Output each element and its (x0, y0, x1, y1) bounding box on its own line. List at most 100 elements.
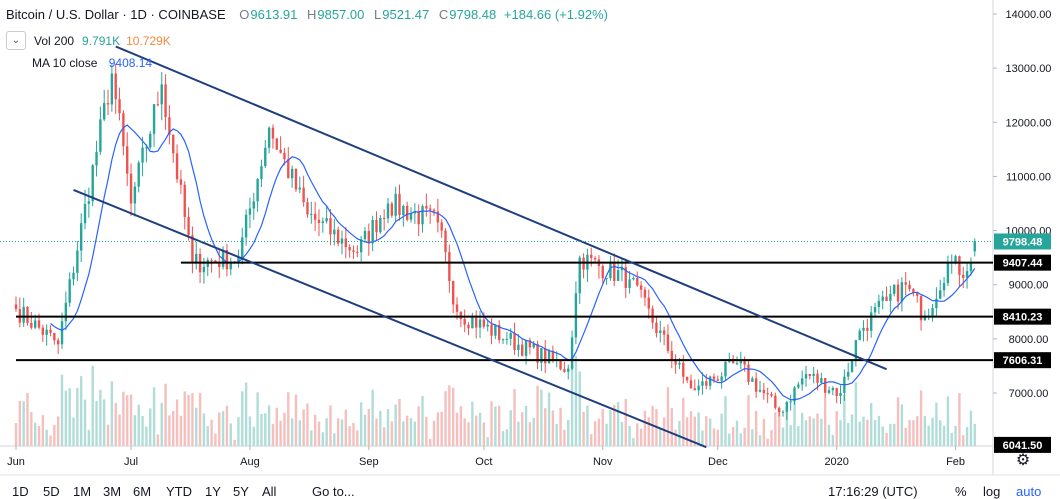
candle-body (379, 218, 382, 233)
range-1y[interactable]: 1Y (205, 484, 221, 499)
x-tick-label: Jun (7, 456, 25, 468)
log-toggle[interactable]: log (983, 484, 1001, 499)
range-5d[interactable]: 5D (43, 484, 60, 499)
ma-label[interactable]: MA 10 close (32, 56, 98, 70)
volume-bar (490, 401, 493, 446)
price-axis[interactable]: 14000.0013000.0012000.0011000.0010000.00… (993, 9, 1051, 453)
volume-bar (260, 414, 263, 446)
candle-body (647, 297, 650, 309)
volume-bar (958, 393, 961, 446)
candle-body (33, 320, 37, 328)
range-1m[interactable]: 1M (73, 484, 92, 499)
candle-body (593, 258, 597, 260)
y-tick-label: 7000.00 (1009, 388, 1049, 400)
volume-bar (517, 421, 520, 446)
candle-body (294, 168, 298, 190)
candle-body (544, 348, 547, 364)
candle-body (137, 162, 140, 187)
volume-bar (436, 412, 440, 446)
candle-body (900, 282, 904, 302)
candle-body (662, 330, 666, 335)
ma-legend: MA 10 close 9408.14 (32, 56, 152, 70)
candle-body (195, 253, 198, 264)
volume-bar (620, 422, 624, 446)
candle-body (831, 388, 835, 391)
candle-body (267, 127, 271, 148)
volume-bar (563, 429, 566, 446)
gear-icon[interactable]: ⚙ (1015, 452, 1031, 469)
volume-bar (41, 415, 45, 446)
goto-button[interactable]: Go to... (312, 484, 355, 499)
range-5y[interactable]: 5Y (233, 484, 249, 499)
range-ytd[interactable]: YTD (166, 484, 192, 499)
candle-body (912, 289, 915, 293)
candle-body (735, 363, 739, 365)
candle-body (965, 271, 969, 278)
range-1d[interactable]: 1D (12, 484, 29, 499)
volume-bar (145, 426, 148, 446)
volume-bar (141, 415, 144, 446)
volume-bar (45, 429, 48, 446)
volume-bar (662, 417, 666, 446)
candle-body (793, 387, 796, 402)
percent-toggle[interactable]: % (955, 484, 967, 499)
range-6m[interactable]: 6M (133, 484, 152, 499)
candle-body (214, 260, 217, 263)
volume-bar (122, 391, 125, 446)
range-all[interactable]: All (262, 484, 277, 499)
candle-body (916, 292, 919, 296)
candle-body (563, 369, 566, 372)
candle-body (877, 300, 881, 308)
candle-body (973, 241, 976, 252)
volume-bar (256, 392, 259, 446)
candle-body (371, 220, 374, 244)
volume-bar (728, 433, 731, 446)
candle-body (509, 333, 512, 339)
candle-body (356, 251, 359, 253)
volume-bar (340, 419, 344, 446)
volume-bar (639, 428, 643, 446)
y-tick-label: 14000.00 (1006, 9, 1052, 21)
auto-toggle[interactable]: auto (1016, 484, 1042, 499)
candle-body (724, 361, 727, 377)
candle-body (352, 250, 355, 252)
volume-bar (106, 424, 110, 446)
price-label-box (994, 254, 1051, 271)
candle-body (839, 393, 842, 396)
volume-bar (896, 397, 900, 446)
candle-body (444, 230, 447, 253)
volume-label[interactable]: Vol 200 (34, 33, 75, 48)
candle-body (106, 103, 110, 105)
clock-time[interactable]: 17:16:29 (UTC) (828, 484, 918, 499)
candle-body (348, 247, 351, 251)
price-label-text: 9798.48 (1003, 236, 1043, 248)
volume-bar (110, 381, 114, 446)
volume-bar (87, 429, 91, 446)
volume-bar (674, 429, 677, 446)
volume-bar (225, 405, 229, 446)
price-label-text: 9407.44 (1003, 258, 1044, 270)
low-value: 9521.47 (382, 7, 430, 22)
volume-bar (336, 418, 340, 446)
volume-bar (448, 385, 451, 446)
volume-bar (91, 365, 94, 446)
range-3m[interactable]: 3M (103, 484, 122, 499)
x-tick-label: Jul (124, 456, 138, 468)
candle-body (275, 138, 278, 150)
volume-bar (425, 416, 428, 446)
volume-bar (302, 409, 305, 446)
volume-bar (333, 433, 336, 446)
candle-body (26, 306, 29, 323)
volume-bar (793, 398, 796, 446)
candle-body (244, 214, 248, 238)
candle-body (820, 378, 823, 383)
chevron-down-icon[interactable]: ⌄ (6, 31, 26, 50)
volume-bar (582, 411, 585, 446)
volume-bar (329, 405, 332, 446)
candle-body (329, 218, 332, 235)
candle-body (785, 402, 789, 412)
volume-bar (164, 383, 167, 446)
time-axis[interactable]: Jun Jul Aug Sep Oct Nov Dec 2020 Feb (7, 446, 965, 468)
candle-body (501, 339, 505, 341)
